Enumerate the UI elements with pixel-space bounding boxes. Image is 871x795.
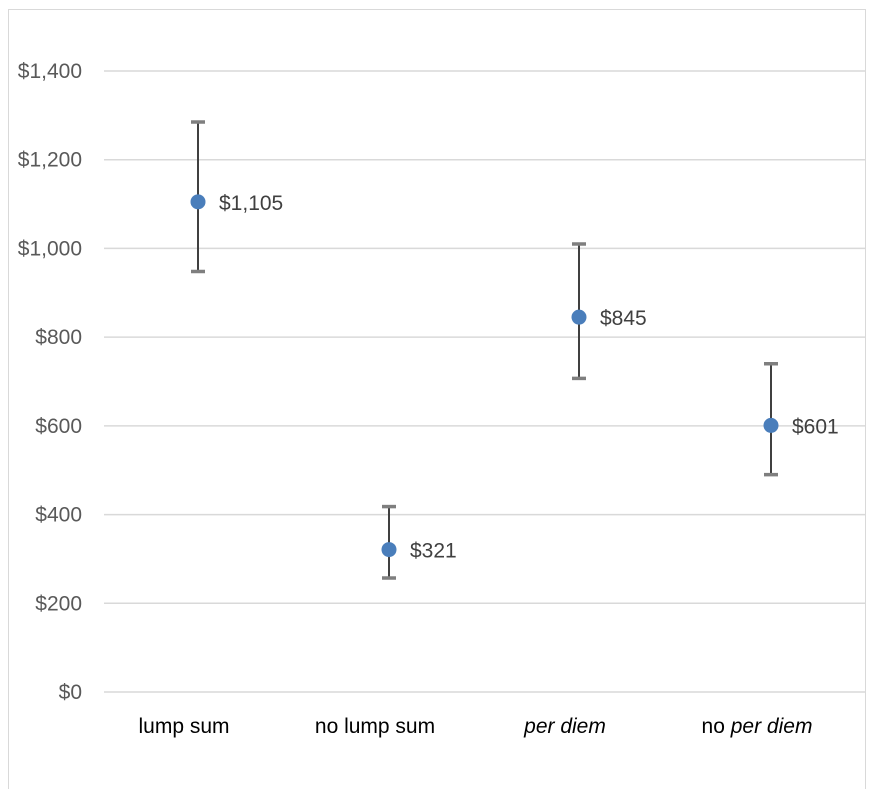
data-labels: $1,105 $321 $845 $601 bbox=[219, 192, 839, 563]
data-point bbox=[764, 418, 779, 433]
y-tick-label: $200 bbox=[35, 592, 82, 615]
x-category-label: per diem bbox=[523, 715, 606, 738]
y-tick-label: $0 bbox=[59, 681, 82, 704]
data-point bbox=[382, 542, 397, 557]
y-tick-label: $1,400 bbox=[18, 60, 82, 83]
data-label: $321 bbox=[410, 540, 457, 563]
y-tick-label: $1,200 bbox=[18, 149, 82, 172]
data-point bbox=[572, 310, 587, 325]
x-category-label-part: no lump sum bbox=[315, 715, 435, 738]
gridlines bbox=[104, 71, 866, 692]
y-tick-label: $400 bbox=[35, 504, 82, 527]
data-point bbox=[191, 194, 206, 209]
error-bars bbox=[191, 122, 778, 578]
x-axis-category-labels: lump sum no lump sum per diem no per diem bbox=[138, 715, 812, 738]
x-category-label: no per diem bbox=[702, 715, 813, 738]
x-category-label: no lump sum bbox=[315, 715, 435, 738]
y-tick-label: $800 bbox=[35, 326, 82, 349]
y-tick-label: $600 bbox=[35, 415, 82, 438]
y-axis-tick-labels: $0 $200 $400 $600 $800 $1,000 $1,200 $1,400 bbox=[18, 60, 82, 704]
data-label: $845 bbox=[600, 307, 647, 330]
x-category-label-part: no bbox=[702, 715, 731, 738]
x-category-label-part: per diem bbox=[523, 715, 606, 738]
y-tick-label: $1,000 bbox=[18, 237, 82, 260]
data-label: $601 bbox=[792, 415, 839, 438]
x-category-label-part: lump sum bbox=[138, 715, 229, 738]
x-category-label-part: per diem bbox=[730, 715, 813, 738]
x-category-label: lump sum bbox=[138, 715, 229, 738]
data-label: $1,105 bbox=[219, 192, 283, 215]
